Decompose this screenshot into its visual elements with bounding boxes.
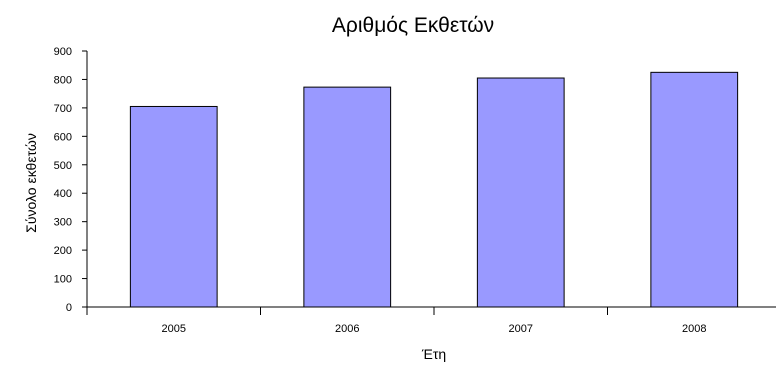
- bar-2006: [303, 86, 392, 308]
- x-tick-label: 2006: [335, 323, 359, 335]
- y-tick-label: 0: [66, 302, 72, 314]
- bar-2005: [129, 105, 218, 308]
- y-tick-label: 400: [54, 188, 72, 200]
- x-tick-label: 2008: [682, 323, 706, 335]
- chart-title: Αριθμός Εκθετών: [332, 14, 494, 37]
- y-tick-label: 300: [54, 217, 72, 229]
- x-axis-title: Έτη: [421, 346, 446, 362]
- y-tick-label: 100: [54, 274, 72, 286]
- y-axis-title: Σύνολο εκθετών: [23, 133, 39, 233]
- y-tick-label: 200: [54, 245, 72, 257]
- x-tick-label: 2007: [509, 323, 533, 335]
- bar-2008: [650, 71, 739, 308]
- y-tick-label: 500: [54, 160, 72, 172]
- y-tick-label: 600: [54, 131, 72, 143]
- plot-area: 0 100 200 300 400 500 600 700 800 900 2005 2006 2007…: [54, 46, 776, 335]
- y-tick-label: 900: [54, 46, 72, 58]
- y-tick-label: 700: [54, 103, 72, 115]
- bar-2007: [476, 77, 565, 308]
- y-tick-label: 800: [54, 74, 72, 86]
- x-tick-label: 2005: [162, 323, 186, 335]
